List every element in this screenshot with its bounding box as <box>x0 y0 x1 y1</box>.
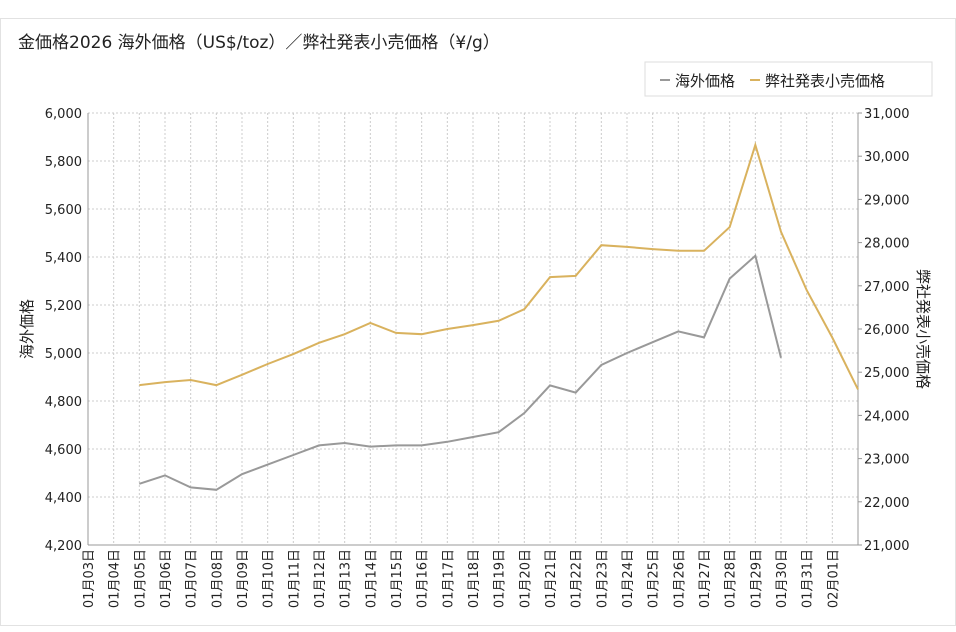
x-tick-label: 01月08日 <box>210 549 225 608</box>
x-tick-label: 01月17日 <box>441 549 456 608</box>
y2-tick-label: 30,000 <box>864 150 910 165</box>
x-tick-label: 01月09日 <box>236 549 251 608</box>
y-tick-label: 4,800 <box>45 395 82 410</box>
x-tick-label: 01月15日 <box>390 549 405 608</box>
x-tick-label: 01月21日 <box>544 549 559 608</box>
y-tick-label: 5,600 <box>45 203 82 218</box>
y-tick-label: 5,400 <box>45 251 82 266</box>
series-line <box>139 253 782 491</box>
x-tick-label: 01月05日 <box>133 549 148 608</box>
x-tick-label: 01月03日 <box>82 549 97 608</box>
chart-title: 金価格2026 海外価格（US$/toz）／弊社発表小売価格（¥/g） <box>18 33 500 53</box>
y2-tick-label: 22,000 <box>864 496 910 511</box>
y-tick-label: 4,600 <box>45 443 82 458</box>
x-tick-label: 01月06日 <box>159 549 174 608</box>
x-tick-label: 01月26日 <box>672 549 687 608</box>
y2-tick-label: 26,000 <box>864 323 910 338</box>
x-tick-label: 01月27日 <box>698 549 713 608</box>
y2-tick-label: 29,000 <box>864 193 910 208</box>
y2-tick-label: 21,000 <box>864 539 910 554</box>
x-tick-label: 01月20日 <box>518 549 533 608</box>
y2-axis-title: 弊社発表小売価格 <box>914 269 932 389</box>
y-tick-label: 5,200 <box>45 299 82 314</box>
y-axis-title: 海外価格 <box>18 299 36 359</box>
x-tick-label: 01月07日 <box>185 549 200 608</box>
x-tick-label: 01月14日 <box>364 549 379 608</box>
x-tick-label: 01月10日 <box>262 549 277 608</box>
y-tick-label: 4,200 <box>45 539 82 554</box>
x-tick-label: 01月30日 <box>775 549 790 608</box>
legend-label: 弊社発表小売価格 <box>765 72 885 90</box>
y2-tick-label: 25,000 <box>864 366 910 381</box>
x-tick-label: 01月24日 <box>621 549 636 608</box>
frame <box>0 18 956 626</box>
y-tick-label: 5,000 <box>45 347 82 362</box>
x-tick-label: 01月29日 <box>749 549 764 608</box>
x-tick-label: 01月28日 <box>724 549 739 608</box>
x-tick-label: 01月16日 <box>416 549 431 608</box>
y2-tick-label: 23,000 <box>864 453 910 468</box>
series-line <box>139 141 859 390</box>
x-tick-label: 01月13日 <box>339 549 354 608</box>
x-tick-label: 01月25日 <box>647 549 662 608</box>
y2-tick-label: 31,000 <box>864 107 910 122</box>
y2-tick-label: 28,000 <box>864 237 910 252</box>
x-tick-label: 01月31日 <box>801 549 816 608</box>
x-tick-label: 01月22日 <box>570 549 585 608</box>
x-tick-label: 01月18日 <box>467 549 482 608</box>
x-tick-label: 01月23日 <box>595 549 610 608</box>
x-tick-label: 01月04日 <box>108 549 123 608</box>
x-tick-label: 01月19日 <box>493 549 508 608</box>
y2-tick-label: 27,000 <box>864 280 910 295</box>
y-tick-label: 5,800 <box>45 155 82 170</box>
x-tick-label: 01月11日 <box>287 549 302 608</box>
y2-tick-label: 24,000 <box>864 409 910 424</box>
legend-box <box>644 61 933 97</box>
x-tick-label: 02月01日 <box>826 549 841 608</box>
y-tick-label: 4,400 <box>45 491 82 506</box>
legend-label: 海外価格 <box>675 72 735 90</box>
x-tick-label: 01月12日 <box>313 549 328 608</box>
y-tick-label: 6,000 <box>45 107 82 122</box>
